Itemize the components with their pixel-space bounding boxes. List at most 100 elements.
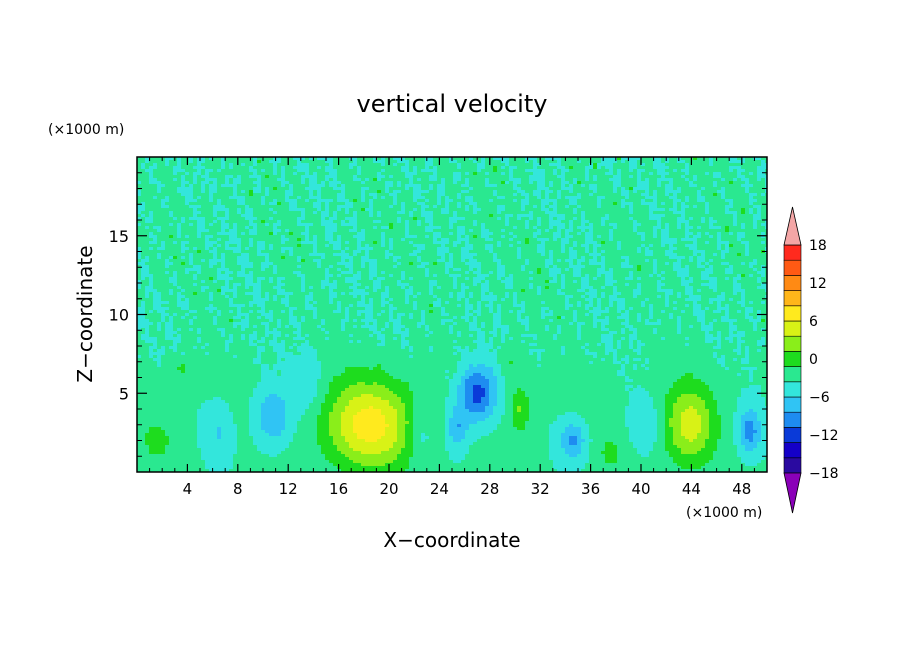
contour-cell: [421, 160, 426, 164]
contour-cell: [661, 175, 666, 179]
contour-cell: [585, 190, 590, 194]
contour-cell: [545, 190, 550, 194]
contour-cell: [697, 205, 702, 209]
contour-cell: [729, 202, 734, 206]
contour-cell: [557, 199, 562, 203]
contour-cell: [497, 205, 502, 209]
contour-cell: [573, 199, 578, 203]
contour-cell: [357, 172, 362, 176]
contour-cell: [481, 166, 486, 170]
contour-cell: [409, 202, 414, 206]
contour-cell: [517, 205, 522, 209]
contour-cell: [265, 196, 270, 200]
contour-cell: [201, 208, 206, 212]
contour-cell: [477, 202, 482, 206]
contour-cell: [321, 172, 326, 176]
contour-cell: [733, 205, 738, 209]
contour-cell: [249, 208, 254, 212]
contour-cell: [493, 172, 498, 176]
contour-cell: [453, 169, 458, 173]
contour-cell: [477, 157, 482, 161]
contour-cell: [177, 172, 182, 176]
contour-cell: [429, 184, 434, 188]
contour-cell: [201, 193, 206, 197]
contour-cell: [429, 166, 434, 170]
contour-cell: [373, 211, 378, 215]
contour-cell: [597, 211, 602, 215]
contour-cell: [205, 202, 210, 206]
contour-cell: [261, 211, 266, 215]
contour-cell: [461, 181, 466, 185]
contour-cell: [661, 193, 666, 197]
contour-cell: [501, 205, 506, 209]
contour-cell: [601, 205, 606, 209]
contour-cell: [417, 181, 422, 185]
contour-cell: [361, 211, 366, 215]
contour-cell: [461, 175, 466, 179]
contour-cell: [377, 163, 382, 167]
contour-cell: [441, 172, 446, 176]
contour-cell: [245, 187, 250, 191]
contour-cell: [605, 178, 610, 182]
contour-cell: [525, 178, 530, 182]
contour-cell: [501, 211, 506, 215]
contour-cell: [721, 190, 726, 194]
contour-cell: [661, 199, 666, 203]
contour-cell: [141, 199, 146, 203]
contour-cell: [645, 166, 650, 170]
contour-cell: [393, 193, 398, 197]
contour-cell: [349, 193, 354, 197]
contour-cell: [577, 166, 582, 170]
contour-cell: [577, 157, 582, 161]
contour-cell: [273, 172, 278, 176]
contour-cell: [357, 205, 362, 209]
contour-cell: [621, 193, 626, 197]
contour-cell: [441, 208, 446, 212]
contour-cell: [609, 205, 614, 209]
contour-cell: [741, 172, 746, 176]
contour-cell: [633, 178, 638, 182]
contour-cell: [621, 208, 626, 212]
contour-cell: [233, 211, 238, 215]
contour-cell: [161, 211, 166, 215]
contour-cell: [137, 181, 142, 185]
contour-cell: [601, 211, 606, 215]
contour-cell: [161, 157, 166, 161]
contour-cell: [365, 172, 370, 176]
contour-cell: [313, 184, 318, 188]
contour-cell: [553, 175, 558, 179]
contour-cell: [429, 196, 434, 200]
contour-cell: [489, 166, 494, 170]
contour-cell: [221, 175, 226, 179]
contour-cell: [513, 202, 518, 206]
contour-cell: [381, 187, 386, 191]
contour-cell: [245, 178, 250, 182]
contour-cell: [413, 178, 418, 182]
contour-cell: [649, 163, 654, 167]
contour-cell: [521, 199, 526, 203]
contour-cell: [409, 187, 414, 191]
contour-cell: [717, 166, 722, 170]
contour-cell: [289, 163, 294, 167]
contour-cell: [261, 172, 266, 176]
contour-cell: [429, 169, 434, 173]
contour-cell: [221, 205, 226, 209]
contour-cell: [749, 196, 754, 200]
contour-cell: [337, 199, 342, 203]
contour-cell: [397, 202, 402, 206]
contour-cell: [701, 187, 706, 191]
contour-cell: [261, 190, 266, 194]
contour-cell: [733, 196, 738, 200]
contour-cell: [277, 202, 282, 206]
contour-cell: [177, 205, 182, 209]
contour-cell: [537, 193, 542, 197]
contour-cell: [369, 187, 374, 191]
contour-cell: [417, 190, 422, 194]
contour-cell: [565, 193, 570, 197]
contour-cell: [553, 196, 558, 200]
contour-cell: [641, 196, 646, 200]
contour-cell: [285, 172, 290, 176]
contour-cell: [157, 169, 162, 173]
contour-cell: [301, 157, 306, 161]
contour-cell: [341, 157, 346, 161]
